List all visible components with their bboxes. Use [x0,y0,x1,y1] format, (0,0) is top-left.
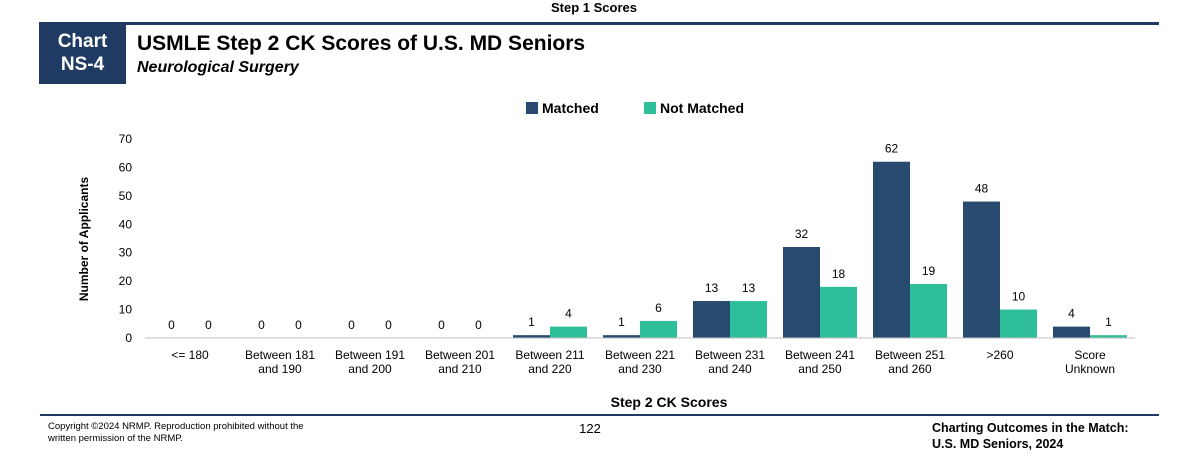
y-tick-label: 60 [119,160,133,174]
x-axis-title: Step 2 CK Scores [611,394,728,410]
x-tick-label: Between 251 [875,348,945,362]
badge-line1: Chart [57,31,108,52]
x-tick-label: and 220 [528,362,572,376]
x-tick-label: Between 181 [245,348,315,362]
copyright-text: Copyright ©2024 NRMP. Reproduction prohi… [48,421,368,445]
page-number: 122 [579,421,601,436]
value-label-not-matched: 10 [1012,290,1026,304]
legend-label-not-matched: Not Matched [660,100,744,116]
bar-matched [513,335,550,338]
footer-rule [40,414,1159,416]
value-label-matched: 4 [1068,307,1075,321]
value-label-not-matched: 1 [1105,315,1112,329]
value-label-not-matched: 0 [205,318,212,332]
publication-line1: Charting Outcomes in the Match: [932,421,1129,435]
x-tick-label: and 240 [708,362,752,376]
value-label-not-matched: 13 [742,281,756,295]
copyright-line1: Copyright ©2024 NRMP. Reproduction prohi… [48,421,304,432]
bar-not-matched [640,320,677,338]
bar-not-matched [1000,309,1037,338]
header-rule [40,22,1159,25]
bar-not-matched [910,283,947,338]
bar-not-matched [820,286,857,338]
y-tick-label: 40 [119,217,133,231]
x-tick-label: and 230 [618,362,662,376]
value-label-not-matched: 0 [475,318,482,332]
badge-line2: NS-4 [60,54,105,75]
bar-matched [873,161,910,338]
x-tick-label: >260 [986,348,1013,362]
publication-title: Charting Outcomes in the Match: U.S. MD … [932,420,1162,452]
x-tick-label: and 190 [258,362,302,376]
page-subtitle: Neurological Surgery [137,59,299,76]
value-label-matched: 0 [348,318,355,332]
value-label-matched: 62 [885,142,899,156]
x-tick-label: Unknown [1065,362,1115,376]
y-tick-label: 50 [119,189,133,203]
value-label-matched: 13 [705,281,719,295]
value-label-matched: 48 [975,182,989,196]
x-tick-label: and 250 [798,362,842,376]
value-label-matched: 1 [618,315,625,329]
bar-not-matched [1090,335,1127,338]
bar-matched [783,247,820,338]
x-tick-label: and 210 [438,362,482,376]
x-tick-label: <= 180 [171,348,209,362]
value-label-matched: 0 [168,318,175,332]
step1-scores-label: Step 1 Scores [551,0,637,15]
bar-not-matched [550,326,587,338]
value-label-matched: 0 [258,318,265,332]
x-tick-label: Between 241 [785,348,855,362]
y-tick-label: 20 [119,274,133,288]
page-title: USMLE Step 2 CK Scores of U.S. MD Senior… [137,32,586,55]
publication-line2: U.S. MD Seniors, 2024 [932,437,1064,451]
y-tick-label: 70 [119,132,133,146]
x-tick-label: Between 191 [335,348,405,362]
y-tick-label: 0 [125,331,132,345]
x-tick-label: and 200 [348,362,392,376]
legend-swatch-matched [526,102,538,114]
bar-matched [1053,326,1090,338]
legend-label-matched: Matched [542,100,599,116]
y-tick-label: 30 [119,246,133,260]
value-label-not-matched: 0 [295,318,302,332]
value-label-matched: 0 [438,318,445,332]
chart-badge: Chart NS-4 [39,22,126,84]
bar-matched [963,201,1000,338]
value-label-matched: 1 [528,315,535,329]
y-tick-label: 10 [119,303,133,317]
copyright-line2: written permission of the NRMP. [48,433,183,444]
value-label-not-matched: 6 [655,301,662,315]
bar-matched [603,335,640,338]
value-label-not-matched: 0 [385,318,392,332]
x-tick-label: Score [1074,348,1106,362]
value-label-matched: 32 [795,227,809,241]
value-label-not-matched: 18 [832,267,846,281]
value-label-not-matched: 4 [565,307,572,321]
x-tick-label: and 260 [888,362,932,376]
x-tick-label: Between 221 [605,348,675,362]
legend-swatch-not-matched [644,102,656,114]
x-tick-label: Between 211 [515,348,584,362]
y-axis-label: Number of Applicants [77,177,91,302]
bar-not-matched [730,301,767,338]
x-tick-label: Between 231 [695,348,765,362]
x-tick-label: Between 201 [425,348,495,362]
bar-matched [693,301,730,338]
value-label-not-matched: 19 [922,264,936,278]
